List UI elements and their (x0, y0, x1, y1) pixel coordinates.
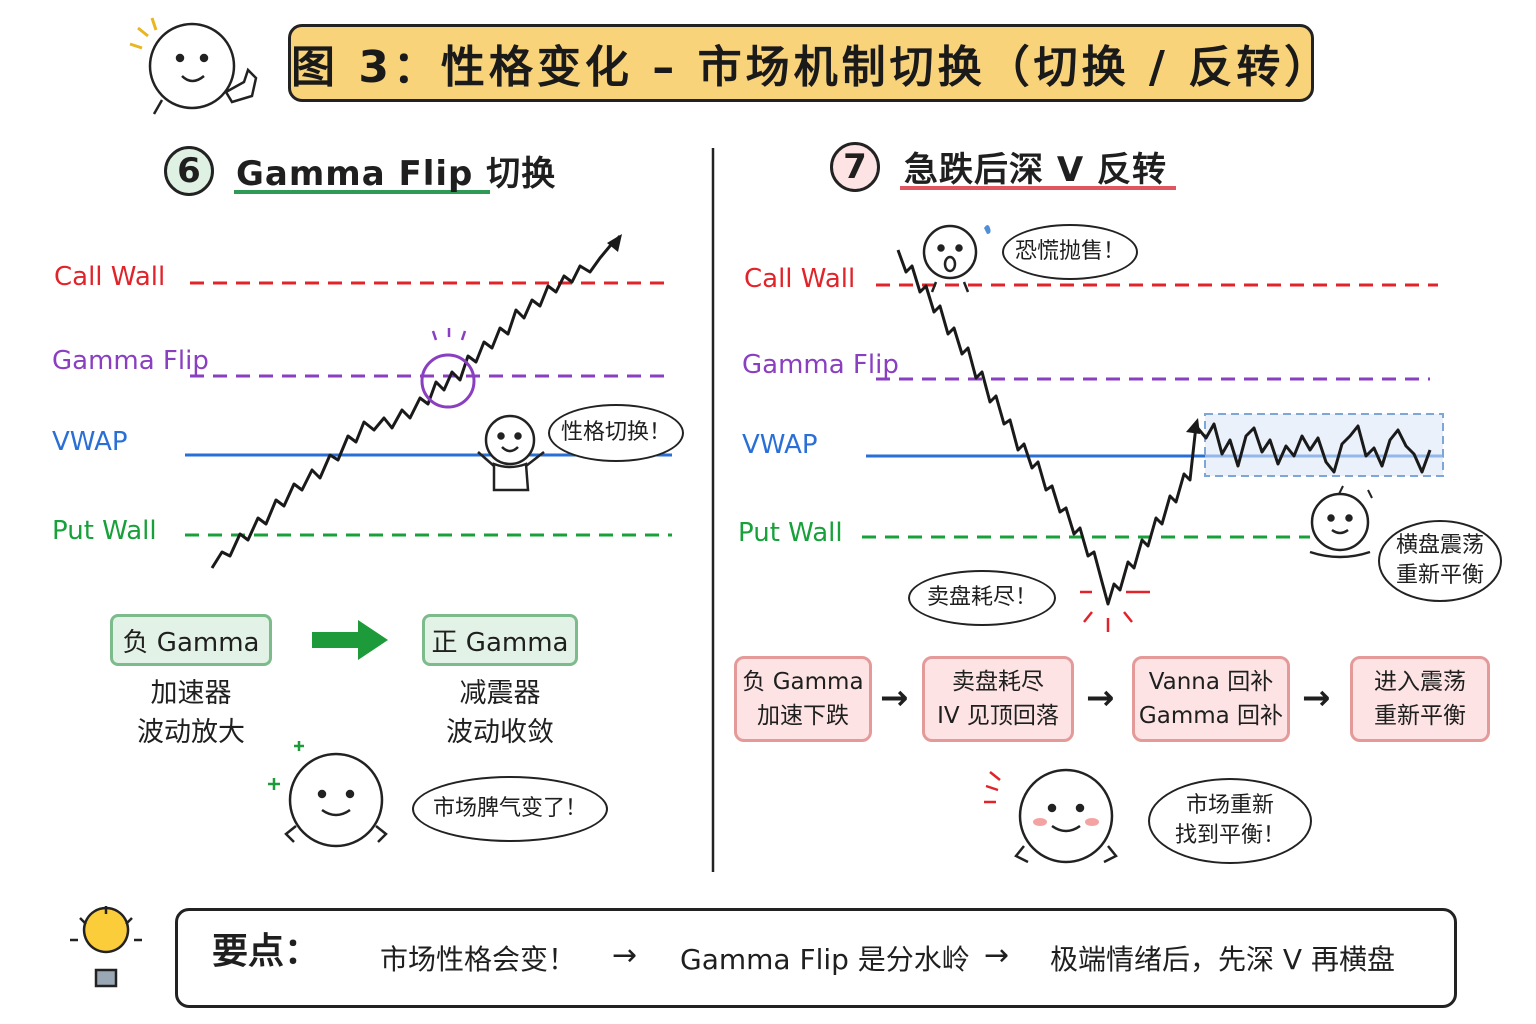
process-step-3-line1: Vanna 回补 (1148, 668, 1274, 695)
right-gamma-flip-label: Gamma Flip (742, 350, 899, 380)
negative-gamma-desc-line2: 波动放大 (137, 717, 245, 749)
left-price-path (210, 234, 622, 569)
left-big-mascot (284, 752, 388, 848)
panic-mascot (922, 224, 978, 293)
process-step-3-line2: Gamma 回补 (1138, 703, 1284, 729)
exhaustion-bubble: 卖盘耗尽！ (908, 570, 1056, 626)
process-step-4-line1: 进入震荡 (1374, 668, 1466, 695)
positive-gamma-box: 正 Gamma (422, 614, 578, 666)
lightbulb-icon (70, 906, 142, 988)
left-gamma-flip-label: Gamma Flip (52, 346, 209, 376)
process-arrow-3: → (1302, 678, 1331, 718)
key-points-label: 要点： (212, 931, 321, 972)
negative-gamma-box: 负 Gamma (110, 614, 272, 666)
process-step-2-line2: IV 见顶回落 (937, 703, 1059, 729)
positive-gamma-desc: 减震器 波动收敛 (420, 674, 580, 752)
key-points-box (175, 908, 1457, 1008)
key-point-arrow-2: → (984, 938, 1010, 973)
right-price-arrowhead (1186, 418, 1200, 434)
process-step-2-line1: 卖盘耗尽 (952, 668, 1044, 695)
positive-gamma-desc-line2: 波动收敛 (446, 717, 554, 749)
left-mascot-bubble: 市场脾气变了！ (412, 776, 608, 842)
right-price-path (896, 249, 1432, 606)
title-banner: 图 3：性格变化 – 市场机制切换（切换 / 反转） (288, 24, 1333, 102)
key-point-arrow-1: → (612, 938, 638, 973)
range-band (1204, 413, 1444, 477)
left-vwap-label: VWAP (52, 427, 128, 457)
right-mascot-bubble-line2: 找到平衡！ (1174, 823, 1285, 848)
negative-gamma-desc: 加速器 波动放大 (110, 674, 272, 752)
right-big-mascot (1014, 768, 1118, 864)
range-bubble: 横盘震荡 重新平衡 (1378, 520, 1502, 602)
right-put-wall-label: Put Wall (738, 518, 843, 548)
panic-bubble: 恐慌抛售！ (1002, 224, 1138, 280)
process-step-3: Vanna 回补 Gamma 回补 (1132, 656, 1290, 742)
process-arrow-1: → (880, 678, 909, 718)
left-switch-bubble: 性格切换！ (548, 404, 684, 462)
range-bubble-line2: 重新平衡 (1395, 563, 1484, 588)
process-step-1-line1: 负 Gamma (742, 668, 864, 695)
flip-crossing-circle (420, 353, 476, 409)
section-6-title: Gamma Flip 切换 (236, 154, 557, 194)
process-step-1-line2: 加速下跌 (757, 703, 849, 729)
process-arrow-2: → (1086, 678, 1115, 718)
gamma-transition-arrow (312, 620, 388, 660)
range-mascot (1309, 492, 1371, 559)
key-point-3: 极端情绪后，先深 V 再横盘 (1050, 943, 1395, 976)
right-mascot-bubble: 市场重新 找到平衡！ (1148, 778, 1312, 864)
section-7-number: 7 (830, 142, 880, 192)
process-step-2: 卖盘耗尽 IV 见顶回落 (922, 656, 1074, 742)
key-point-2: Gamma Flip 是分水岭 (680, 943, 970, 976)
section-7-title: 急跌后深 V 反转 (904, 150, 1167, 190)
range-bubble-line1: 横盘震荡 (1395, 533, 1484, 559)
title-mascot (148, 22, 258, 115)
right-mascot-bubble-line1: 市场重新 (1185, 793, 1274, 819)
right-call-wall-label: Call Wall (744, 264, 856, 294)
process-step-1: 负 Gamma 加速下跌 (734, 656, 872, 742)
process-step-4: 进入震荡 重新平衡 (1350, 656, 1490, 742)
left-chart-mascot (477, 414, 545, 492)
positive-gamma-desc-line1: 减震器 (459, 678, 541, 709)
key-point-1: 市场性格会变！ (380, 943, 577, 976)
process-step-4-line2: 重新平衡 (1374, 703, 1466, 729)
right-vwap-label: VWAP (742, 430, 818, 460)
section-6-number: 6 (164, 146, 214, 196)
page-title: 图 3：性格变化 – 市场机制切换（切换 / 反转） (291, 42, 1333, 93)
left-price-arrowhead (607, 234, 622, 252)
negative-gamma-desc-line1: 加速器 (150, 678, 232, 709)
left-call-wall-label: Call Wall (54, 262, 166, 292)
left-put-wall-label: Put Wall (52, 516, 157, 546)
